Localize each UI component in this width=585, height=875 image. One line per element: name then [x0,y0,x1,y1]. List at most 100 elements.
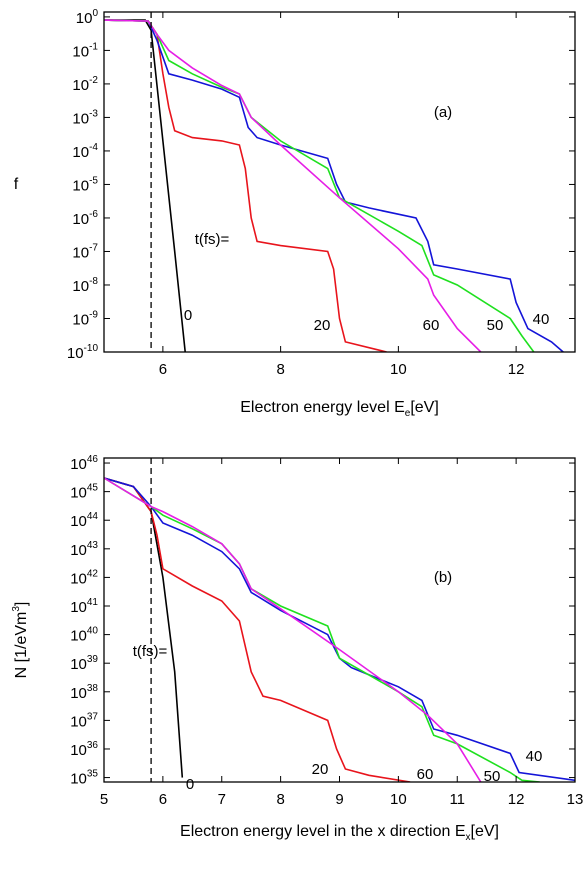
curve [104,19,387,352]
text-part: 42 [87,569,99,580]
x-tick-label: 6 [159,361,167,378]
text-part: e [405,408,411,419]
x-tick-label: 5 [100,791,108,808]
text-part: -4 [89,142,98,153]
text-part: 10 [70,542,87,559]
text-part: 10 [70,570,87,587]
curve-label: 40 [533,311,550,328]
x-tick-label: 13 [567,791,584,808]
curve [104,477,575,782]
x-tick-label: 11 [449,791,465,808]
x-tick-label: 10 [390,791,407,808]
y-tick-label: 10-6 [72,209,98,228]
y-axis-label: f [14,176,19,193]
y-tick-label: 1042 [70,569,98,588]
text-part: 3 [11,606,22,612]
y-tick-label: 1037 [70,712,98,731]
curve-label: 40 [526,748,543,765]
x-tick-label: 12 [508,791,525,808]
text-part: -7 [89,243,98,254]
y-tick-label: 1038 [70,683,98,702]
annotation: t(fs)= [133,643,168,660]
text-part: 10 [70,513,87,530]
x-tick-label: 7 [218,791,226,808]
x-tick-label: 8 [276,361,284,378]
text-part: 10 [72,311,89,328]
text-part: 10 [70,771,87,788]
y-tick-label: 1043 [70,540,98,559]
plot-lines [104,19,564,352]
text-part: -5 [89,176,98,187]
y-tick-label: 1036 [70,740,98,759]
panel: 0204050601035103610371038103910401041104… [11,454,583,843]
text-part: 38 [87,683,99,694]
y-tick-label: 10-4 [72,142,98,161]
x-tick-label: 10 [390,361,407,378]
text-part: 10 [67,345,84,362]
curve-label: 0 [186,776,194,793]
text-part: Electron energy level in the x direction… [180,823,465,840]
text-part: [eV] [410,399,438,416]
text-part: -10 [84,343,99,354]
x-axis-label: Electron energy level Ee[eV] [240,399,439,419]
y-tick-label: 10-2 [72,75,98,94]
text-part: 45 [87,483,99,494]
text-part: 10 [72,211,89,228]
text-part: 10 [70,485,87,502]
text-part: [eV] [471,823,499,840]
text-part: Electron energy level E [240,399,405,416]
curve-label: 0 [184,307,192,324]
x-tick-label: 9 [335,791,343,808]
y-tick-label: 10-5 [72,176,98,195]
text-part: 10 [70,713,87,730]
text-part: 0 [92,8,98,19]
y-tick-label: 1045 [70,483,98,502]
text-part: 10 [70,656,87,673]
text-part: 10 [76,10,93,27]
plot-lines [104,477,575,782]
curve [104,19,186,352]
text-part: 46 [87,454,99,465]
y-tick-label: 100 [76,8,99,27]
text-part: 36 [87,740,99,751]
y-tick-label: 1046 [70,454,98,473]
plot-frame [103,11,576,353]
panel-label: (b) [434,569,452,586]
y-tick-label: 10-7 [72,243,98,262]
y-tick-label: 1044 [70,511,98,530]
curve [104,477,411,782]
text-part: 37 [87,712,99,723]
text-part: 10 [72,77,89,94]
curve-label: 50 [487,317,504,334]
curve-label: 60 [423,317,440,334]
text-part: 40 [87,626,99,637]
text-part: 10 [72,144,89,161]
text-part: 10 [72,244,89,261]
y-tick-label: 1039 [70,654,98,673]
text-part: x [466,832,471,843]
annotation: t(fs)= [195,231,230,248]
text-part: 39 [87,654,99,665]
text-part: -3 [89,109,98,120]
text-part: 41 [87,597,99,608]
y-tick-label: 10-1 [72,42,98,61]
x-tick-label: 8 [276,791,284,808]
text-part: N [1/eVm [13,612,30,679]
panel: 020 40506010010-110-210-310-410-510-610-7… [14,8,576,419]
text-part: 10 [70,599,87,616]
y-tick-label: 10-9 [72,310,98,329]
text-part: 35 [87,769,99,780]
curve [104,477,482,782]
panel-label: (a) [434,104,452,121]
text-part: 43 [87,540,99,551]
text-part: -6 [89,209,98,220]
text-part: ] [13,602,30,606]
curve [104,19,535,352]
text-part: 10 [70,742,87,759]
text-part: 10 [72,110,89,127]
text-part: 10 [72,43,89,60]
x-tick-label: 6 [159,791,167,808]
curve [104,477,540,782]
y-axis-label: N [1/eVm3] [11,602,30,679]
text-part: 10 [70,685,87,702]
